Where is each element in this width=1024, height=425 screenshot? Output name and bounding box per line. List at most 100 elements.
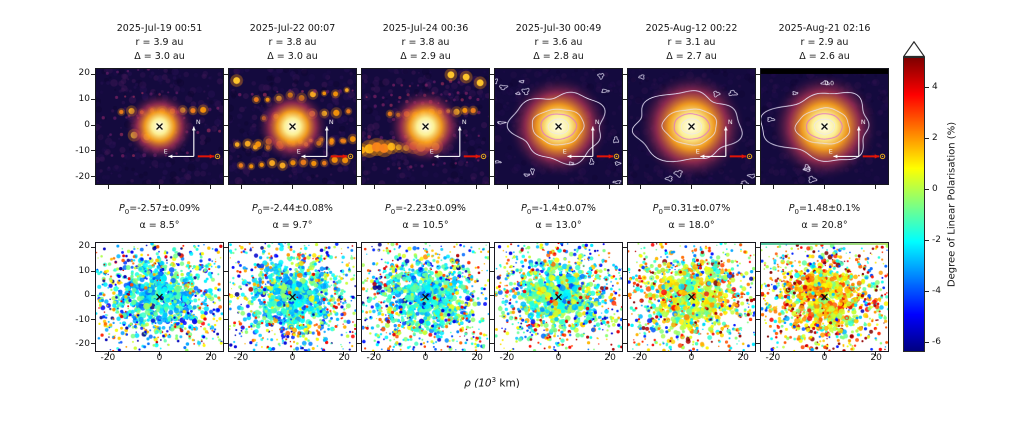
obs-geocentric-distance: Δ = 3.0 au: [134, 51, 185, 62]
colorbar-tick-label: -6: [932, 336, 941, 347]
x-tick-label: 20: [471, 353, 483, 363]
x-axis-tick: [374, 185, 376, 189]
x-axis-tick: [874, 352, 876, 356]
y-axis-tick: [623, 247, 627, 249]
phase-angle-value: α = 9.7°: [272, 220, 313, 232]
y-axis-tick: [623, 271, 627, 273]
panel-title: 2025-Jul-30 00:49 r = 3.6 au Δ = 2.8 au: [488, 22, 629, 64]
y-axis-tick: [224, 99, 228, 101]
p0-subscript: 0: [124, 207, 130, 216]
y-axis-tick: [756, 247, 760, 249]
x-axis-tick: [507, 185, 509, 189]
x-axis-tick: [691, 185, 692, 189]
y-axis-tick: [357, 319, 361, 321]
colorbar-tick-label: 2: [932, 132, 938, 143]
intensity-map-panel: [623, 68, 756, 189]
x-tick-label: 0: [156, 353, 163, 363]
y-axis-tick: [91, 99, 95, 101]
x-axis-tick: [292, 352, 293, 356]
p0-value: P0=-2.57±0.09%: [87, 202, 232, 219]
x-axis-tick: [608, 185, 610, 189]
colorbar-tick: [925, 342, 929, 343]
colorbar: [903, 57, 925, 352]
y-axis-tick: [623, 319, 627, 321]
polarisation-map-panel: [224, 242, 357, 356]
polarisation-map-canvas: [229, 243, 356, 351]
y-axis-tick: [623, 73, 627, 75]
colorbar-gradient: [904, 58, 924, 351]
panel-title: 2025-Jul-19 00:51 r = 3.9 au Δ = 3.0 au: [89, 22, 230, 64]
p0-value: P0=1.48±0.1%: [752, 202, 897, 219]
y-axis-tick: [756, 124, 760, 126]
obs-geocentric-distance: Δ = 3.0 au: [267, 51, 318, 62]
obs-geocentric-distance: Δ = 2.6 au: [799, 51, 850, 62]
y-tick-label-bottom-row: 0: [84, 290, 90, 301]
obs-date: 2025-Aug-12 00:22: [645, 23, 738, 34]
obs-date: 2025-Jul-30 00:49: [515, 23, 602, 34]
intensity-map-panel: [490, 68, 623, 189]
x-axis-tick: [741, 352, 743, 356]
y-tick-label-top-row: -10: [75, 145, 90, 156]
obs-heliocentric-distance: r = 3.1 au: [667, 37, 716, 48]
x-axis-tick: [342, 352, 344, 356]
y-axis-tick: [224, 175, 228, 177]
y-axis-tick: [756, 271, 760, 273]
obs-heliocentric-distance: r = 2.9 au: [800, 37, 849, 48]
polarisation-stats: P0=-2.57±0.09% α = 8.5°: [87, 202, 232, 234]
x-tick-label: -20: [499, 353, 515, 363]
x-axis-tick: [108, 352, 110, 356]
x-axis-tick: [108, 185, 110, 189]
obs-date: 2025-Jul-22 00:07: [249, 23, 336, 34]
p0-subscript: 0: [526, 207, 532, 216]
y-axis-tick: [91, 247, 95, 249]
y-axis-tick: [357, 271, 361, 273]
x-axis-tick: [691, 352, 692, 356]
y-axis-tick: [490, 99, 494, 101]
y-axis-tick: [490, 247, 494, 249]
colorbar-label: Degree of Linear Polarisation (%): [946, 121, 958, 288]
colorbar-tick-label: -2: [932, 234, 941, 245]
panel-title: 2025-Aug-12 00:22 r = 3.1 au Δ = 2.7 au: [621, 22, 762, 64]
x-tick-label: 0: [555, 353, 562, 363]
intensity-map-canvas: [362, 69, 489, 184]
y-axis-tick: [357, 150, 361, 152]
y-axis-tick: [224, 124, 228, 126]
y-axis-tick: [490, 175, 494, 177]
obs-geocentric-distance: Δ = 2.8 au: [533, 51, 584, 62]
y-axis-tick: [490, 124, 494, 126]
y-axis-tick: [490, 150, 494, 152]
x-axis-tick: [475, 352, 477, 356]
y-axis-tick: [357, 247, 361, 249]
panel-title: 2025-Jul-22 00:07 r = 3.8 au Δ = 3.0 au: [222, 22, 363, 64]
colorbar-tick: [925, 240, 929, 241]
p0-subscript: 0: [390, 207, 396, 216]
x-tick-label: -20: [765, 353, 781, 363]
y-axis-tick: [756, 319, 760, 321]
y-axis-tick: [756, 73, 760, 75]
x-axis-tick: [292, 185, 293, 189]
x-axis-tick: [874, 185, 876, 189]
y-tick-label-top-row: 0: [84, 119, 90, 130]
y-axis-tick: [91, 150, 95, 152]
y-axis-tick: [224, 150, 228, 152]
panel-title: 2025-Aug-21 02:16 r = 2.9 au Δ = 2.6 au: [754, 22, 895, 64]
observation-column: 2025-Jul-30 00:49 r = 3.6 au Δ = 2.8 au …: [490, 0, 623, 425]
y-axis-tick: [623, 99, 627, 101]
colorbar-extend-triangle: [903, 41, 925, 57]
p0-value: P0=0.31±0.07%: [619, 202, 764, 219]
p0-symbol: P: [119, 203, 125, 214]
y-axis-tick: [91, 343, 95, 345]
p0-subscript: 0: [794, 207, 799, 216]
intensity-map-canvas: [96, 69, 223, 184]
y-axis-tick: [357, 175, 361, 177]
intensity-map-panel: [91, 68, 224, 189]
intensity-map-canvas: [495, 69, 622, 184]
x-axis-tick: [824, 352, 825, 356]
polarisation-stats: P0=-2.23±0.09% α = 10.5°: [353, 202, 498, 234]
y-axis-tick: [357, 343, 361, 345]
y-axis-tick: [357, 99, 361, 101]
p0-value: P0=-1.4±0.07%: [486, 202, 631, 219]
intensity-map-canvas: [761, 69, 888, 184]
x-axis-tick: [425, 185, 426, 189]
colorbar-tick-label: 4: [932, 81, 938, 92]
